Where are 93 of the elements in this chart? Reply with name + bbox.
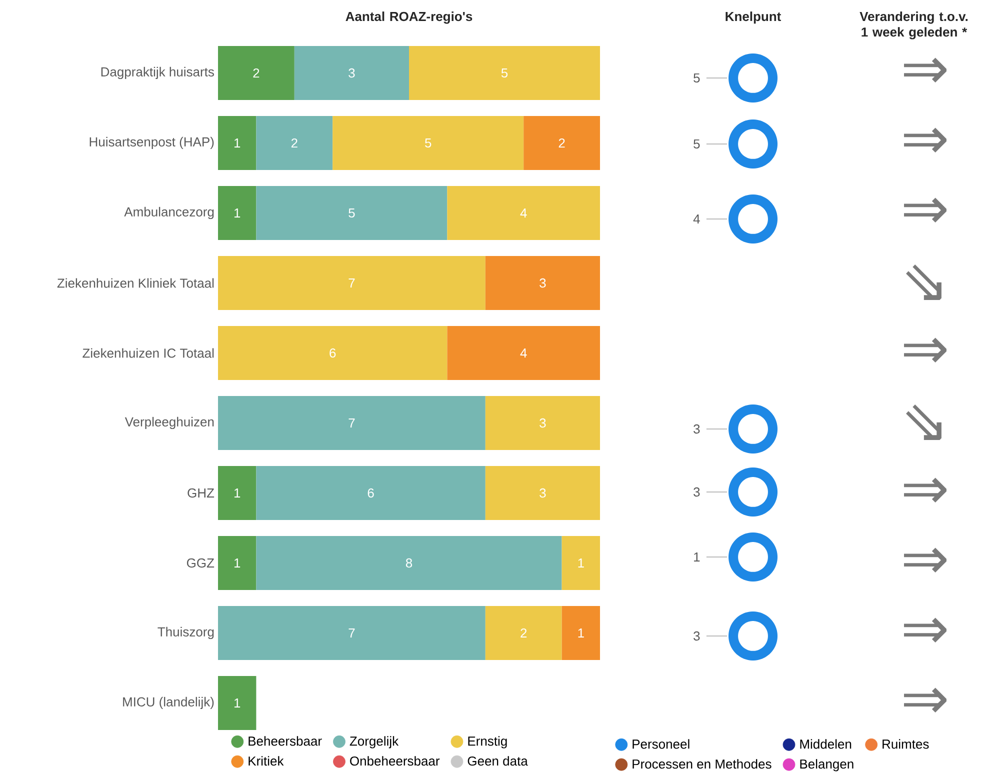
bar: [218, 46, 294, 100]
text: ⇒: [904, 548, 946, 573]
y-tick-label: Thuiszorg: [158, 626, 214, 640]
y-tick-label: Ambulancezorg: [124, 206, 214, 220]
legend-label: Zorgelijk: [350, 736, 399, 748]
data-label: 5: [694, 139, 700, 149]
text: ⇒: [904, 198, 946, 223]
data-label: 3: [348, 68, 355, 78]
data-label: 7: [348, 418, 355, 428]
data-label: 2: [291, 138, 298, 148]
bar: [562, 606, 600, 660]
bar: [447, 326, 600, 380]
bar: [409, 46, 600, 100]
legend-label: Ernstig: [468, 736, 507, 748]
data-label: 5: [501, 68, 508, 78]
data-label: 4: [693, 214, 700, 224]
bar: [218, 326, 448, 380]
bar: [485, 256, 600, 310]
bar: [294, 46, 410, 100]
bar: [218, 676, 256, 730]
text: ⇒: [904, 478, 946, 503]
text: ⇒: [904, 338, 946, 363]
legend-label: Belangen: [800, 759, 854, 772]
bar: [256, 186, 448, 240]
data-label: 8: [406, 558, 412, 568]
text: ⇒: [904, 58, 946, 83]
bar: [485, 396, 600, 450]
data-label: 6: [330, 348, 336, 358]
bar: [218, 466, 256, 520]
y-tick-label: Dagpraktijk huisarts: [101, 66, 214, 80]
legend-label: Onbeheersbaar: [350, 756, 440, 766]
text: ⇘: [906, 404, 942, 440]
bar: [562, 536, 600, 590]
bar: [485, 466, 600, 520]
data-label: 3: [540, 418, 546, 428]
data-label: 4: [520, 348, 527, 358]
data-label: 1: [234, 488, 240, 498]
data-label: 3: [694, 424, 700, 434]
legend-label: Ruimtes: [882, 739, 929, 749]
legend-label: Middelen: [800, 739, 852, 749]
data-label: 7: [348, 278, 355, 288]
bar: [218, 116, 256, 170]
data-label: 1: [234, 698, 240, 708]
bar: [256, 116, 333, 170]
legend-label: Beheersbaar: [248, 736, 322, 746]
legend-label: Geen data: [468, 756, 528, 766]
bar: [218, 606, 486, 660]
y-tick-label: Verpleeghuizen: [124, 416, 214, 430]
y-tick-label: MICU (landelijk): [123, 696, 214, 710]
text: ⇘: [906, 264, 942, 300]
text: Verandering t.o.v. 1 week geleden *: [860, 12, 968, 40]
data-label: 7: [348, 628, 355, 638]
bar: [524, 116, 600, 170]
bar: [218, 536, 256, 590]
bar: [218, 396, 486, 450]
legend-label: Personeel: [632, 739, 690, 749]
data-label: 2: [520, 628, 527, 638]
bar: [218, 256, 486, 310]
data-label: 3: [694, 487, 700, 497]
text: ⇒: [904, 688, 946, 713]
text: ⇒: [904, 618, 946, 643]
bar: [332, 116, 524, 170]
text: ⇒: [904, 128, 946, 153]
bar: [447, 186, 600, 240]
data-label: 1: [234, 138, 240, 148]
data-label: 3: [540, 488, 546, 498]
data-label: 1: [578, 558, 584, 568]
y-tick-label: GGZ: [186, 558, 214, 568]
y-tick-label: Huisartsenpost (HAP): [90, 136, 214, 150]
legend-label: Processen en Methodes: [632, 759, 772, 769]
data-label: 5: [348, 208, 355, 218]
legend-label: Kritiek: [248, 756, 284, 766]
data-label: 2: [253, 68, 260, 78]
bar: [485, 606, 562, 660]
y-tick-label: Ziekenhuizen IC Totaal: [82, 348, 214, 358]
data-label: 1: [234, 208, 240, 218]
data-label: 1: [694, 552, 700, 562]
y-tick-label: GHZ: [188, 488, 214, 498]
data-label: 1: [578, 628, 584, 638]
data-label: 6: [368, 488, 374, 498]
bar: [256, 536, 562, 590]
y-tick-label: Ziekenhuizen Kliniek Totaal: [57, 278, 214, 288]
data-label: 5: [694, 73, 700, 83]
data-label: 3: [694, 631, 700, 641]
bar: [256, 466, 486, 520]
data-label: 5: [425, 138, 432, 148]
bar: [218, 186, 256, 240]
chart-title: Knelpunt: [726, 12, 782, 24]
data-label: 4: [520, 208, 527, 218]
data-label: 2: [558, 138, 565, 148]
data-label: 1: [234, 558, 240, 568]
data-label: 3: [540, 278, 546, 288]
chart-title: Aantal ROAZ-regio's: [346, 12, 472, 24]
